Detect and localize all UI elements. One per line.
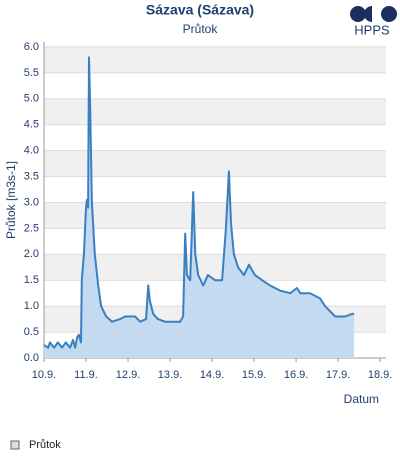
x-tick-label: 18.9. xyxy=(368,369,392,381)
grid-band xyxy=(44,98,386,125)
chart-subtitle: Průtok xyxy=(183,22,219,36)
y-tick-label: 4.0 xyxy=(24,145,39,157)
x-tick-label: 16.9. xyxy=(284,369,308,381)
x-tick-label: 13.9. xyxy=(158,369,182,381)
logo-text: HPPS xyxy=(354,22,390,37)
grid-band xyxy=(44,254,386,281)
y-tick-label: 0.0 xyxy=(24,352,39,364)
y-tick-label: 5.5 xyxy=(24,67,39,79)
y-tick-label: 4.5 xyxy=(24,119,39,131)
legend-marker xyxy=(10,440,20,450)
x-tick-label: 15.9. xyxy=(242,369,266,381)
y-tick-label: 1.0 xyxy=(24,300,39,312)
y-tick-label: 3.5 xyxy=(24,170,39,182)
chart-title: Sázava (Sázava) xyxy=(146,2,254,18)
y-tick-label: 6.0 xyxy=(24,41,39,53)
x-tick-label: 17.9. xyxy=(326,369,350,381)
grid-band xyxy=(44,202,386,229)
line xyxy=(43,56,355,349)
y-tick-label: 2.5 xyxy=(24,222,39,234)
area xyxy=(44,57,355,359)
x-axis-label: Datum xyxy=(344,392,379,406)
logo-circle xyxy=(381,6,397,22)
grid-band xyxy=(44,46,386,73)
y-tick-label: 3.0 xyxy=(24,196,39,208)
y-tick-label: 0.5 xyxy=(24,326,39,338)
logo: HPPS xyxy=(350,6,397,37)
y-axis-label: Průtok [m3s-1] xyxy=(4,161,18,239)
grid-band xyxy=(44,150,386,177)
x-tick-label: 10.9. xyxy=(32,369,56,381)
y-tick-label: 1.5 xyxy=(24,274,39,286)
logo-half xyxy=(364,6,372,22)
x-tick-label: 12.9. xyxy=(116,369,140,381)
legend-label: Průtok xyxy=(29,439,61,451)
logo-circle xyxy=(350,6,366,22)
x-tick-label: 14.9. xyxy=(200,369,224,381)
y-tick-label: 5.0 xyxy=(24,93,39,105)
x-tick-label: 11.9. xyxy=(74,369,98,381)
y-tick-label: 2.0 xyxy=(24,248,39,260)
